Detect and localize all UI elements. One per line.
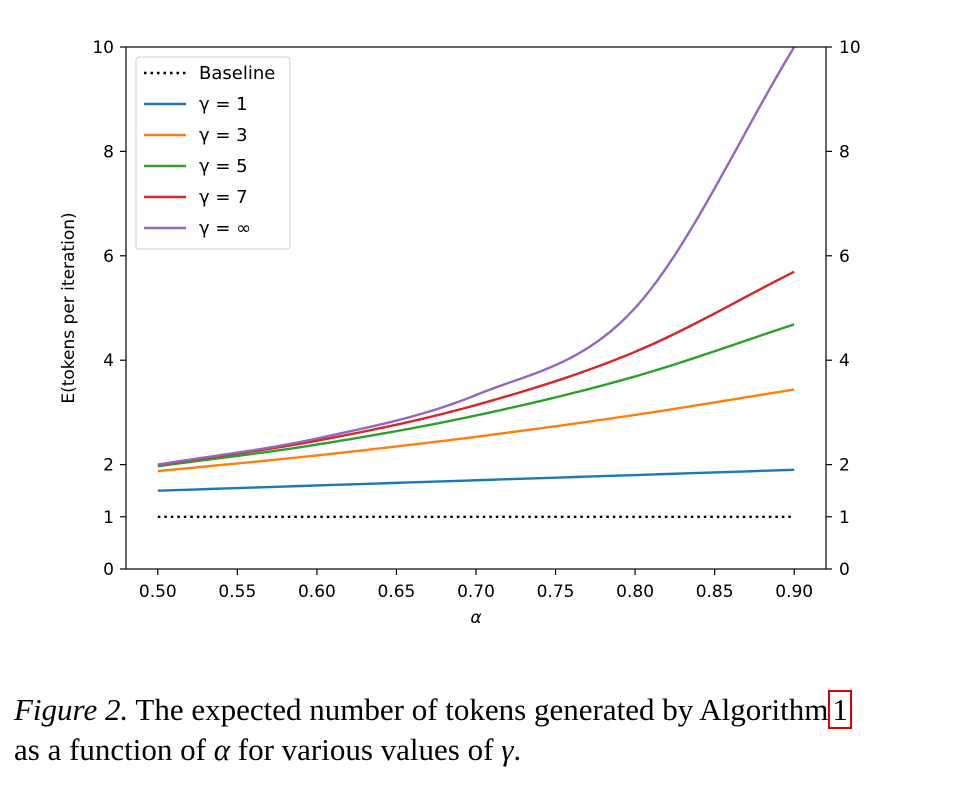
line-chart: 0.50 0.55 0.60 0.65 0.70 0.75 0.80 0.85 0.90 0 1 2 4…	[59, 38, 861, 628]
x-tick-label: 0.60	[298, 582, 336, 602]
series-line-3	[157, 323, 795, 468]
y-tick-label-left: 1	[103, 508, 114, 528]
series-layer	[157, 46, 796, 518]
caption-line2-end: .	[513, 732, 522, 767]
legend-label-2: γ = 3	[199, 125, 248, 146]
y-tick-label-right: 1	[839, 508, 850, 528]
x-tick-label: 0.65	[378, 582, 416, 602]
x-axis-label: α	[470, 608, 481, 628]
x-tick-label: 0.90	[775, 582, 813, 602]
legend-label-5: γ = ∞	[199, 218, 251, 239]
legend-label-4: γ = 7	[199, 187, 248, 208]
algorithm-reference-link[interactable]: 1	[828, 690, 852, 729]
gamma-symbol: γ	[501, 732, 514, 767]
legend: Baseline γ = 1 γ = 3 γ = 5 γ = 7 γ = ∞	[135, 56, 291, 250]
series-line-1	[157, 468, 795, 492]
series-line-5	[157, 46, 796, 466]
axes-layer: 0.50 0.55 0.60 0.65 0.70 0.75 0.80 0.85 0.90 0 1 2 4…	[92, 38, 860, 602]
series-line-2	[157, 388, 795, 473]
y-tick-label-left: 10	[92, 38, 114, 58]
y-axis-label: E(tokens per iteration)	[59, 212, 79, 403]
x-tick-label: 0.80	[616, 582, 654, 602]
y-tick-label-left: 4	[103, 351, 114, 371]
caption-text: The expected number of tokens generated …	[128, 692, 829, 727]
x-tick-label: 0.50	[139, 582, 177, 602]
y-tick-label-right: 8	[839, 142, 850, 162]
y-tick-label-right: 0	[839, 560, 850, 580]
caption-line2-middle: for various values of	[230, 732, 502, 767]
y-tick-label-right: 6	[839, 247, 850, 267]
y-tick-label-left: 6	[103, 247, 114, 267]
y-tick-label-right: 2	[839, 456, 850, 476]
figure-label: Figure 2.	[14, 692, 129, 727]
y-tick-label-left: 0	[103, 560, 114, 580]
caption-line2-start: as a function of	[14, 732, 214, 767]
y-tick-label-right: 10	[839, 38, 861, 58]
x-tick-label: 0.55	[218, 582, 256, 602]
x-tick-label: 0.70	[457, 582, 495, 602]
legend-label-3: γ = 5	[199, 156, 248, 177]
legend-label-1: γ = 1	[199, 94, 248, 115]
y-tick-label-left: 8	[103, 142, 114, 162]
alpha-symbol: α	[213, 732, 230, 767]
figure-caption: Figure 2. The expected number of tokens …	[14, 690, 944, 770]
y-tick-label-right: 4	[839, 351, 850, 371]
y-tick-label-left: 2	[103, 456, 114, 476]
legend-label-0: Baseline	[199, 63, 275, 84]
x-tick-label: 0.85	[696, 582, 734, 602]
x-tick-label: 0.75	[537, 582, 575, 602]
